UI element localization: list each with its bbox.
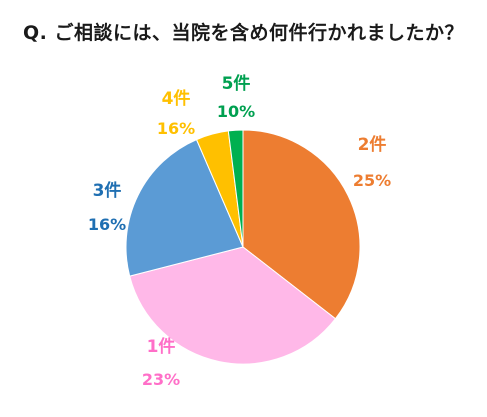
slice-percent-4: 16% xyxy=(157,119,195,138)
slice-percent-2: 23% xyxy=(142,370,180,389)
slice-label-4: 4件 xyxy=(162,88,191,109)
slice-label-1: 2件 xyxy=(358,134,387,155)
pie-slice-3 xyxy=(125,138,244,277)
slice-percent-3: 16% xyxy=(88,215,126,234)
slice-percent-1: 25% xyxy=(353,171,391,190)
pie-slice-5 xyxy=(227,129,244,248)
chart-title: Q. ご相談には、当院を含め何件行かれましたか？ xyxy=(23,22,464,44)
slice-label-3: 3件 xyxy=(93,180,122,201)
slice-label-5: 5件 xyxy=(222,73,251,94)
pie-slice-1 xyxy=(242,129,361,320)
slice-label-2: 1件 xyxy=(147,336,176,357)
pie-slice-2 xyxy=(129,246,337,365)
slice-percent-5: 10% xyxy=(217,102,255,121)
